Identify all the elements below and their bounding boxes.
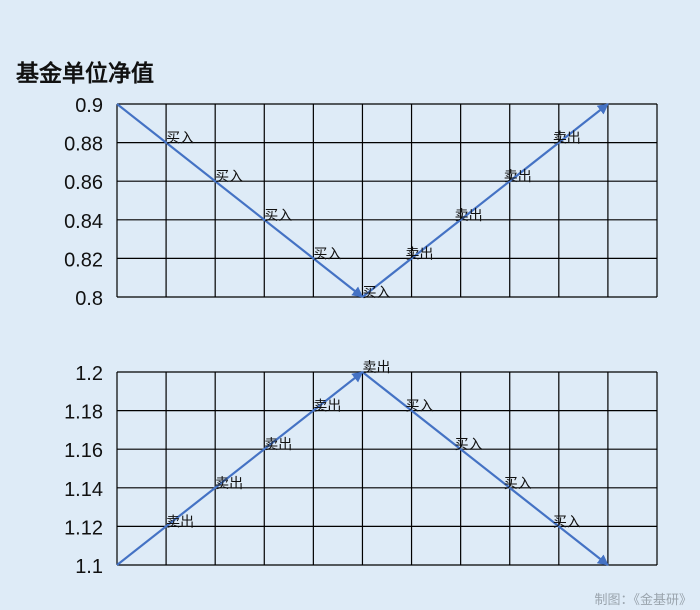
annotation-label: 卖出 [553, 131, 581, 147]
annotation-label: 卖出 [455, 208, 483, 224]
annotation-label: 买入 [504, 476, 532, 492]
annotation-label: 买入 [362, 285, 390, 301]
annotation-label: 卖出 [166, 514, 194, 530]
series-line-segment [116, 103, 364, 298]
chart-title: 基金单位净值 [16, 61, 154, 87]
series-line-segment [361, 371, 609, 566]
annotation-label: 卖出 [313, 399, 341, 415]
annotation-label: 卖出 [406, 246, 434, 262]
annotation-label: 买入 [553, 514, 581, 530]
series-line-segment [361, 103, 609, 298]
annotation-label: 卖出 [264, 437, 292, 453]
y-tick-label: 0.8 [75, 288, 103, 310]
annotation-label: 买入 [313, 246, 341, 262]
y-tick-label: 1.18 [64, 402, 103, 424]
annotation-label: 买入 [166, 131, 194, 147]
y-tick-label: 0.84 [64, 211, 103, 233]
annotation-label: 买入 [215, 169, 243, 185]
y-tick-label: 1.14 [64, 479, 103, 501]
annotation-label: 买入 [406, 399, 434, 415]
annotation-label: 买入 [455, 437, 483, 453]
y-tick-label: 0.82 [64, 249, 103, 271]
annotation-label: 卖出 [504, 169, 532, 185]
annotation-label: 买入 [264, 208, 292, 224]
y-tick-label: 0.86 [64, 172, 103, 194]
y-tick-label: 1.2 [75, 363, 103, 385]
credit-text: 制图：《金基研》 [594, 593, 692, 608]
y-tick-label: 0.9 [75, 95, 103, 117]
y-tick-label: 1.12 [64, 517, 103, 539]
y-tick-label: 1.16 [64, 440, 103, 462]
y-tick-label: 1.1 [75, 556, 103, 578]
annotation-label: 卖出 [215, 476, 243, 492]
series-line-segment [116, 371, 364, 566]
y-tick-label: 0.88 [64, 134, 103, 156]
annotation-label: 卖出 [362, 360, 390, 376]
